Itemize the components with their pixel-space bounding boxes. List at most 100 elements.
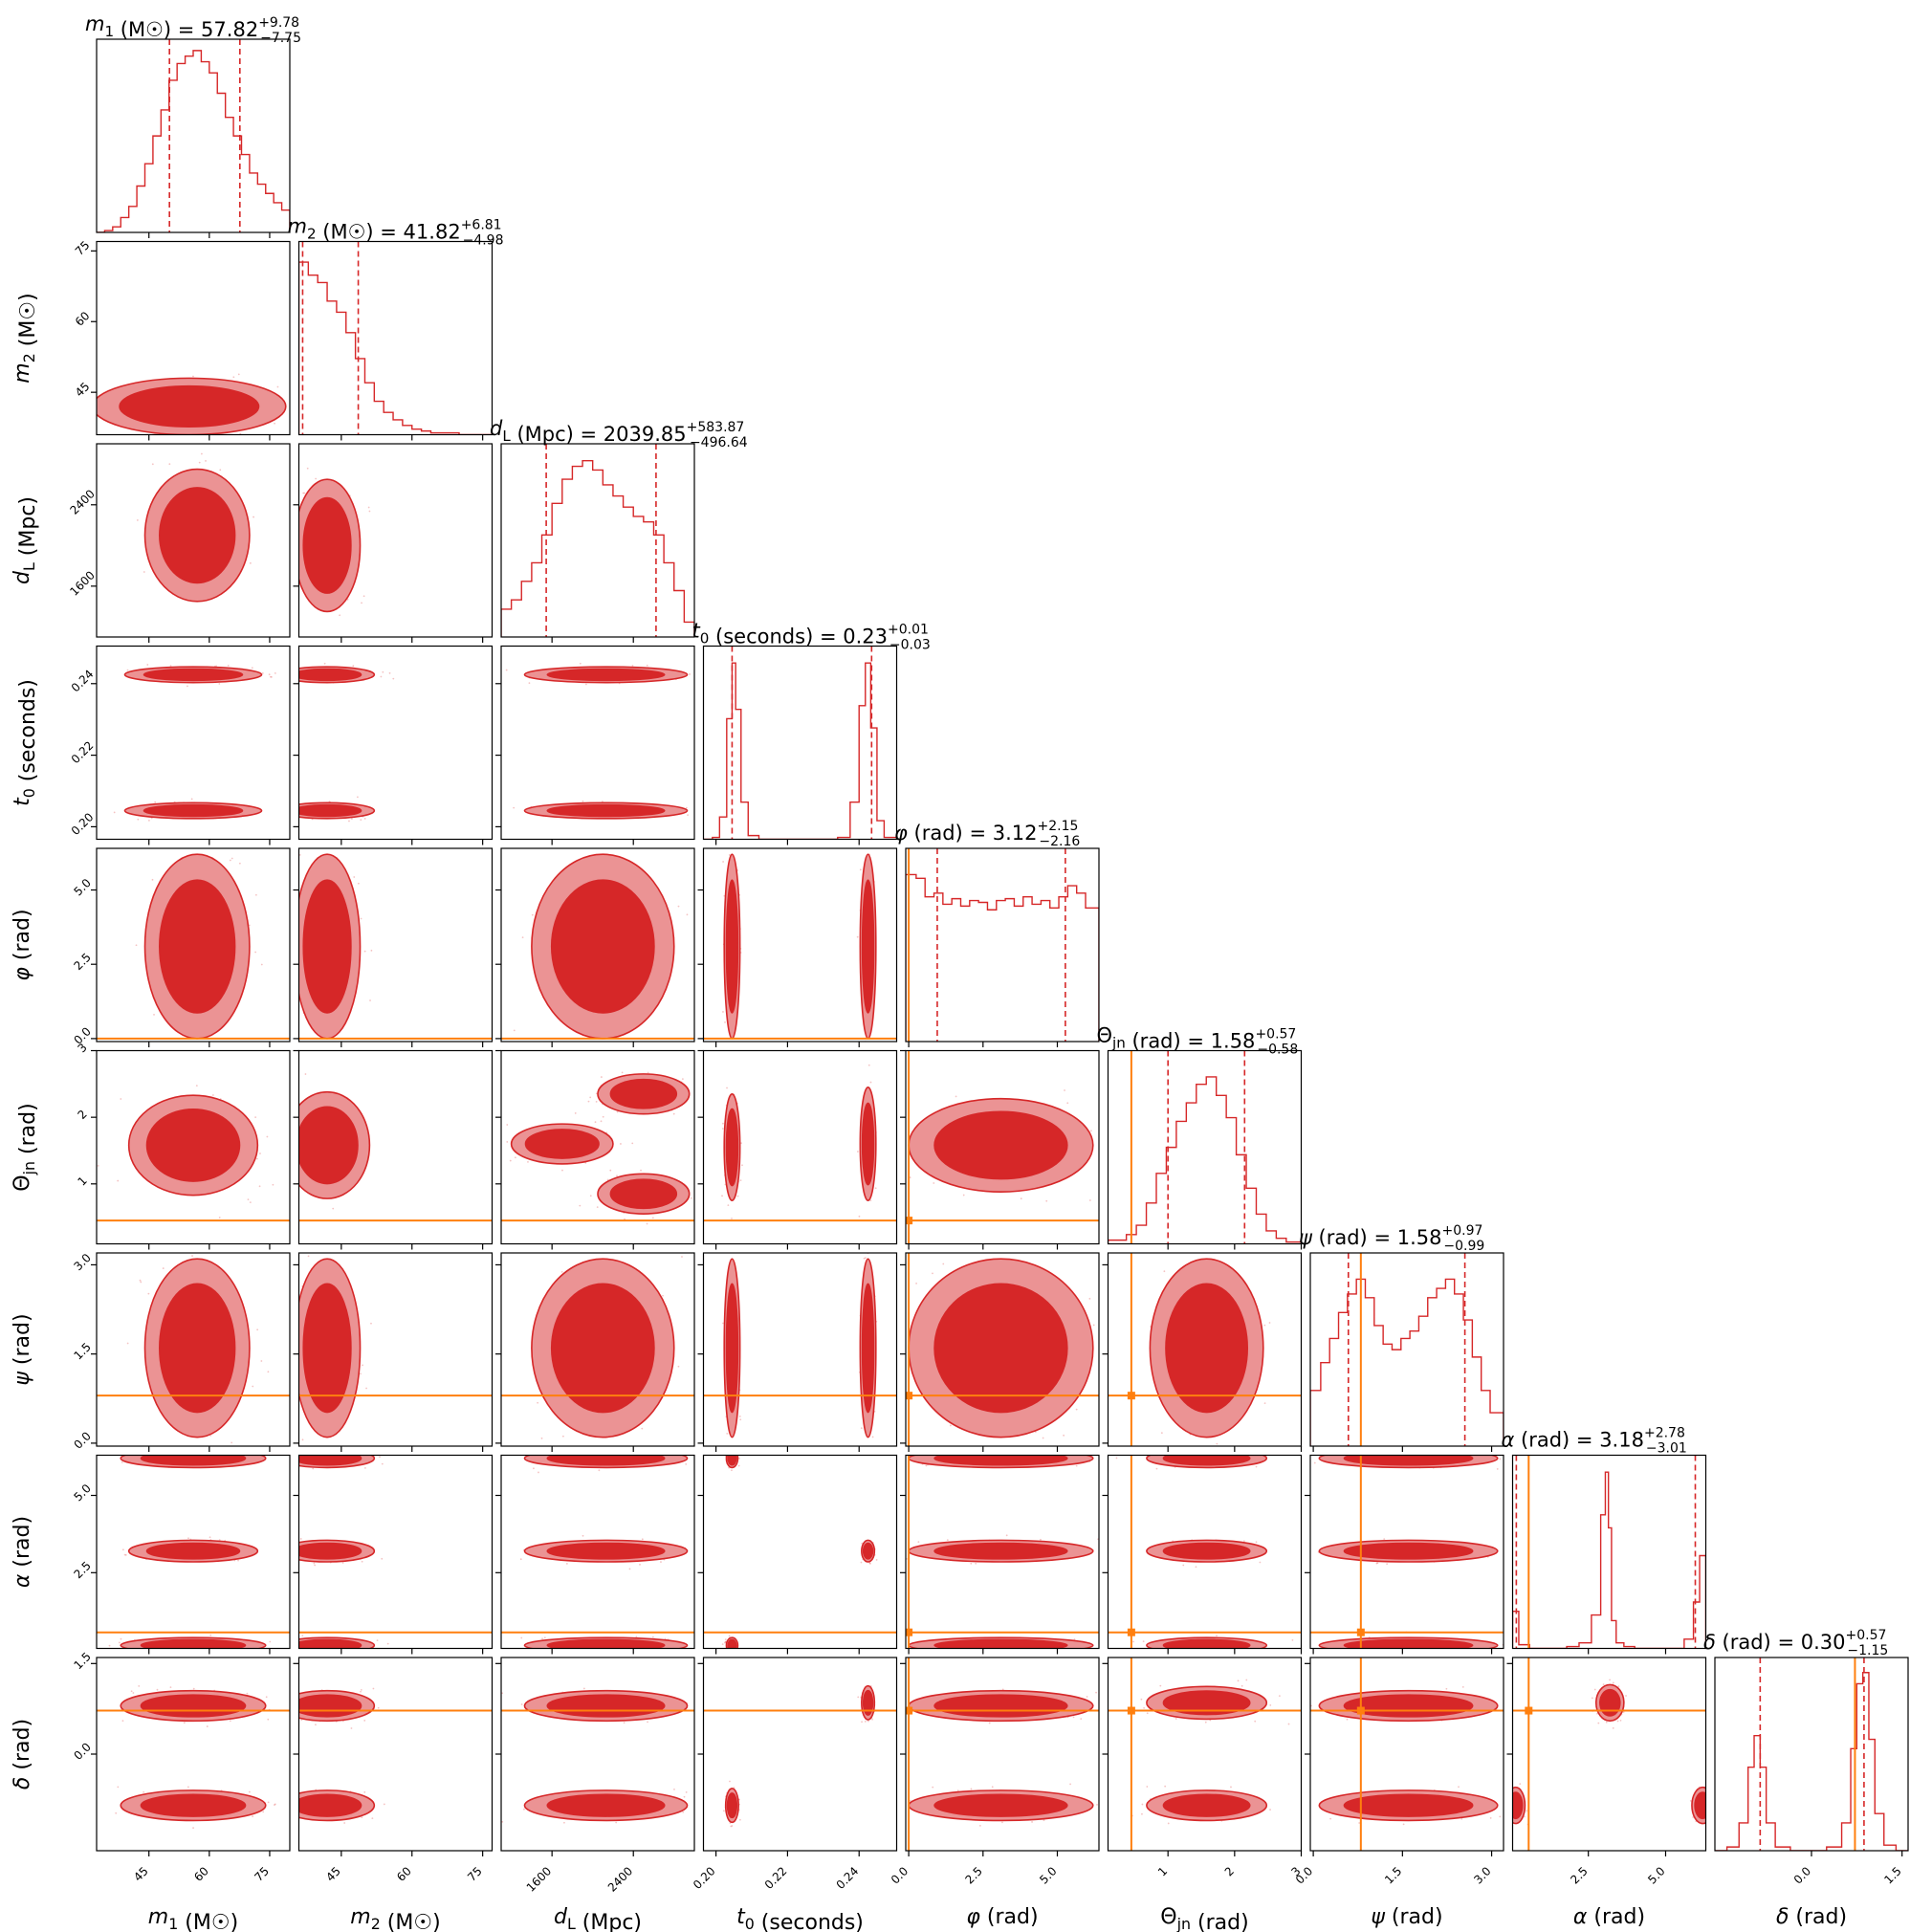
sample-point [140, 1281, 143, 1284]
sample-point [136, 519, 139, 521]
sample-point [861, 1721, 863, 1723]
sample-point [360, 819, 362, 822]
y-tick-label: 75 [73, 238, 93, 258]
sample-point [726, 1087, 728, 1089]
sample-point [865, 1257, 867, 1260]
sample-point [646, 664, 648, 667]
sample-point [252, 1815, 254, 1818]
sample-point [369, 999, 371, 1001]
sample-point [274, 1803, 276, 1806]
sample-point [65, 408, 67, 410]
density-contour [933, 1793, 1068, 1817]
panel-frame [1107, 1454, 1303, 1650]
sample-point [311, 1453, 313, 1455]
sample-point [139, 1279, 142, 1282]
sample-point [130, 1690, 133, 1693]
sample-point [237, 373, 240, 376]
sample-point [901, 1308, 903, 1310]
sample-point [315, 1451, 317, 1453]
sample-point [209, 1634, 212, 1636]
sample-point [120, 1098, 122, 1100]
sample-point [1303, 1638, 1305, 1640]
density-panel-delta-vs-m2: 45 60 75 [293, 1657, 494, 1884]
sample-point [1286, 1554, 1288, 1556]
sample-point [200, 448, 202, 450]
sample-point [341, 1562, 344, 1564]
sample-point [247, 1198, 250, 1201]
sample-point [132, 1692, 135, 1694]
density-contour [145, 1108, 241, 1182]
panel-frame [702, 1454, 898, 1650]
sample-point [598, 1469, 601, 1472]
x-tick-label: 60 [191, 1864, 211, 1884]
sample-point [677, 1365, 680, 1368]
sample-point [579, 662, 582, 665]
sample-point [1088, 1199, 1091, 1201]
sample-point [735, 1453, 736, 1455]
sample-point [975, 1562, 977, 1565]
sample-point [574, 1112, 577, 1114]
density-contour [298, 1542, 362, 1560]
sample-point [631, 1142, 634, 1145]
sample-point [506, 1124, 509, 1126]
sample-point [953, 1450, 955, 1452]
sample-point [184, 820, 186, 822]
sample-point [1143, 1706, 1145, 1709]
sample-point [1202, 1652, 1204, 1654]
sample-point [265, 1696, 268, 1699]
y-tick-label: 0.24 [69, 668, 97, 695]
density-contour [302, 1283, 352, 1414]
sample-point [911, 1241, 912, 1243]
sample-point [728, 1451, 730, 1453]
sample-point [735, 1487, 736, 1489]
sample-point [1253, 1649, 1255, 1651]
sample-point [681, 1078, 684, 1081]
sample-point [334, 657, 336, 659]
sample-point [190, 1248, 192, 1250]
sample-point [517, 1653, 519, 1655]
sample-point [868, 1562, 871, 1565]
sample-point [187, 1537, 189, 1540]
sample-point [1064, 1089, 1065, 1091]
sample-point [283, 813, 285, 815]
panel-frame [905, 1049, 1100, 1245]
sample-point [1402, 1823, 1405, 1826]
sample-point [138, 1684, 141, 1687]
histogram-panel-m2: m2 (M☉) = 41.82+6.81 −4.98 [288, 215, 504, 441]
sample-point [731, 1469, 733, 1472]
sample-point [1061, 1466, 1063, 1468]
sample-point [616, 1175, 618, 1177]
x-tick-label: 0.24 [834, 1864, 862, 1892]
y-tick-label: 1.5 [71, 1340, 93, 1362]
sample-point [1066, 1102, 1069, 1105]
histogram-panel-psi: ψ (rad) = 1.58+0.97 −0.99 [1299, 1223, 1504, 1452]
x-tick-label: 1600 [524, 1864, 554, 1894]
sample-point [331, 1649, 333, 1651]
y-tick-label: 2.5 [71, 951, 93, 973]
sample-point [519, 1558, 522, 1561]
sample-point [1220, 1651, 1222, 1653]
sample-point [528, 682, 531, 685]
density-panel-psi-vs-dL [495, 1252, 695, 1452]
sample-point [215, 665, 218, 668]
sample-point [933, 1182, 935, 1184]
density-contour [861, 879, 875, 1014]
sample-point [506, 1141, 509, 1143]
panel-frame [500, 1454, 695, 1650]
sample-point [1216, 1635, 1218, 1637]
sample-point [738, 1818, 741, 1821]
sample-point [270, 675, 273, 678]
sample-point [730, 1649, 732, 1651]
sample-point [260, 1360, 263, 1362]
sample-point [860, 1561, 863, 1564]
sample-point [176, 1453, 178, 1455]
sample-point [1347, 1451, 1349, 1453]
sample-point [618, 790, 620, 792]
density-contour [727, 1638, 737, 1649]
sample-point [1163, 1270, 1166, 1273]
sample-point [256, 1157, 258, 1160]
sample-point [143, 571, 145, 573]
sample-point [1203, 1653, 1205, 1655]
sample-point [295, 1653, 296, 1655]
